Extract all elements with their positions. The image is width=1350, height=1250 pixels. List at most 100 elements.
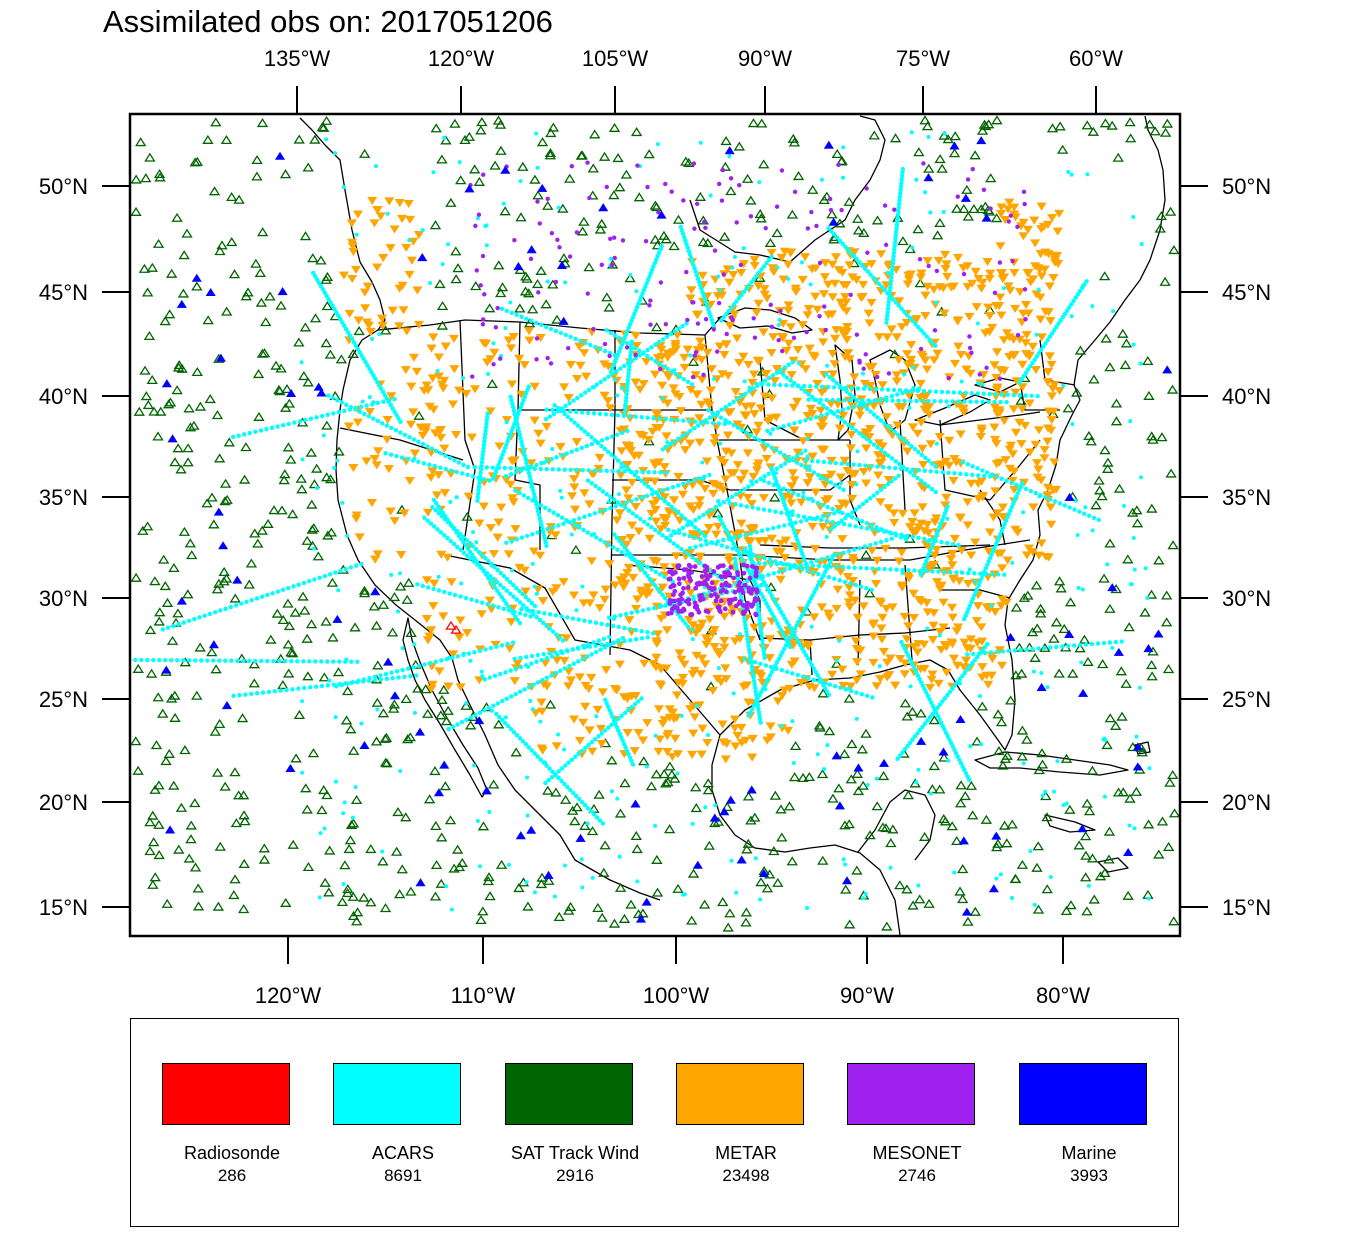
observation-mark: [184, 538, 196, 548]
observation-mark: [888, 509, 899, 518]
acars-mark: [390, 406, 395, 411]
acars-mark: [874, 776, 879, 781]
observation-mark: [347, 274, 358, 284]
observation-mark: [764, 635, 775, 644]
acars-mark: [834, 380, 839, 386]
observation-mark: [1030, 262, 1041, 271]
observation-mark: [1017, 360, 1028, 369]
observation-mark: [553, 911, 565, 922]
acars-mark: [914, 780, 919, 785]
acars-mark: [645, 353, 650, 359]
observation-mark: [230, 818, 243, 828]
acars-mark: [957, 681, 962, 686]
observation-mark: [685, 439, 696, 448]
observation-mark: [250, 258, 262, 268]
observation-mark: [1096, 491, 1108, 501]
observation-mark: [807, 452, 818, 461]
acars-mark: [994, 649, 1000, 655]
acars-mark: [1021, 510, 1026, 515]
observation-mark: [352, 210, 363, 219]
acars-mark: [1086, 513, 1092, 518]
observation-mark: [296, 484, 308, 494]
observation-mark: [755, 877, 767, 887]
observation-mark: [132, 765, 144, 775]
observation-mark: [687, 868, 700, 878]
acars-mark: [739, 394, 744, 399]
observation-mark: [796, 498, 807, 507]
acars-mark: [472, 763, 477, 768]
observation-mark: [833, 783, 845, 793]
acars-mark: [819, 384, 825, 390]
observation-mark: [775, 804, 787, 814]
observation-mark: [564, 901, 577, 911]
acars-mark: [875, 490, 880, 495]
acars-mark: [927, 697, 932, 702]
observation-mark: [934, 154, 946, 164]
observation-mark: [870, 370, 881, 379]
acars-mark: [97, 657, 101, 661]
observation-mark: [1007, 450, 1018, 459]
observation-mark: [703, 840, 715, 850]
observation-mark: [997, 275, 1008, 284]
observation-mark: [264, 291, 276, 301]
observation-mark: [827, 793, 839, 803]
observation-mark: [1043, 250, 1054, 259]
acars-mark: [612, 352, 618, 358]
acars-mark: [865, 783, 870, 788]
observation-mark: [152, 431, 164, 441]
acars-mark: [990, 548, 996, 554]
observation-mark: [667, 753, 678, 762]
acars-mark: [846, 422, 851, 428]
acars-mark: [576, 659, 581, 664]
acars-mark: [1003, 518, 1009, 523]
acars-mark: [603, 697, 608, 703]
observation-mark: [707, 686, 718, 695]
acars-mark: [757, 180, 762, 185]
observation-mark: [967, 279, 978, 288]
acars-mark: [766, 375, 772, 381]
acars-mark: [742, 619, 748, 624]
acars-mark: [790, 671, 795, 676]
observation-mark: [859, 379, 870, 389]
observation-mark: [461, 511, 473, 521]
observation-mark: [810, 545, 821, 554]
acars-mark: [480, 449, 486, 455]
observation-mark: [844, 919, 856, 929]
acars-mark: [749, 280, 754, 285]
observation-mark: [646, 509, 657, 518]
acars-mark: [998, 399, 1003, 405]
acars-mark: [296, 582, 301, 587]
acars-mark: [481, 476, 487, 482]
observation-mark: [924, 410, 935, 419]
observation-mark: [377, 321, 388, 330]
observation-mark: [719, 351, 730, 360]
acars-mark: [985, 562, 990, 567]
acars-mark: [651, 264, 656, 269]
acars-mark: [685, 624, 691, 629]
acars-mark: [349, 336, 355, 342]
acars-mark: [876, 566, 881, 572]
observation-mark: [880, 823, 892, 833]
acars-mark: [803, 606, 808, 611]
acars-mark: [927, 389, 933, 394]
observation-mark: [965, 780, 978, 790]
acars-mark: [798, 519, 804, 524]
acars-mark: [944, 507, 949, 513]
observation-mark: [686, 915, 698, 925]
acars-mark: [944, 399, 949, 404]
observation-mark: [753, 421, 764, 430]
observation-mark: [694, 414, 705, 423]
acars-mark: [707, 415, 713, 420]
observation-mark: [358, 585, 371, 595]
acars-mark: [660, 337, 666, 342]
acars-mark: [896, 208, 901, 214]
observation-mark: [225, 191, 238, 202]
acars-mark: [483, 428, 488, 434]
observation-mark: [954, 798, 967, 808]
observation-mark: [708, 489, 719, 498]
observation-mark: [783, 801, 796, 811]
observation-mark: [849, 596, 861, 605]
acars-mark: [634, 513, 639, 519]
observation-mark: [570, 505, 581, 514]
acars-mark: [367, 366, 372, 372]
